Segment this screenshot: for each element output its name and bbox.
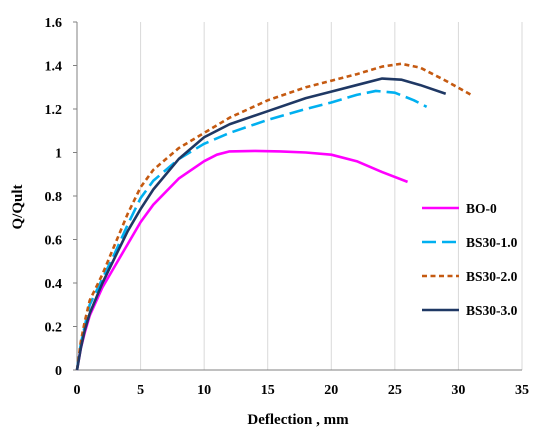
y-tick-label: 0.6 bbox=[45, 234, 63, 249]
x-tick-label: 20 bbox=[324, 383, 338, 398]
series-lines bbox=[75, 62, 472, 371]
x-tick-label: 5 bbox=[137, 383, 144, 398]
legend-label: BS30-3.0 bbox=[466, 303, 518, 318]
x-tick-label: 10 bbox=[197, 383, 211, 398]
y-tick-labels: 0 0.2 0.4 0.6 0.8 1 1.2 1.4 1.6 bbox=[45, 16, 63, 379]
y-tick-label: 0.2 bbox=[45, 321, 63, 336]
y-tick-label: 0.8 bbox=[45, 190, 63, 205]
y-tick-label: 1.4 bbox=[45, 60, 63, 75]
x-tick-label: 35 bbox=[515, 383, 529, 398]
series-line-bs30-3-0 bbox=[75, 77, 447, 371]
axes bbox=[73, 21, 522, 371]
legend: BO-0 BS30-1.0 BS30-2.0 BS30-3.0 bbox=[422, 201, 518, 318]
y-tick-label: 1 bbox=[55, 147, 62, 162]
y-tick-label: 1.2 bbox=[45, 103, 63, 118]
x-tick-label: 30 bbox=[451, 383, 465, 398]
y-tick-label: 0 bbox=[55, 364, 62, 379]
legend-label: BS30-1.0 bbox=[466, 235, 518, 250]
y-tick-label: 0.4 bbox=[45, 277, 63, 292]
legend-label: BS30-2.0 bbox=[466, 269, 518, 284]
x-axis-label: Deflection , mm bbox=[247, 412, 349, 428]
series-line-bs30-2-0 bbox=[75, 62, 472, 371]
y-tick-label: 1.6 bbox=[45, 16, 63, 31]
x-tick-labels: 0 5 10 15 20 25 30 35 bbox=[74, 383, 530, 398]
legend-label: BO-0 bbox=[466, 201, 497, 216]
y-axis-label: Q/Qult bbox=[10, 184, 26, 229]
x-tick-label: 25 bbox=[388, 383, 402, 398]
x-tick-label: 0 bbox=[74, 383, 81, 398]
series-line-bs30-1-0 bbox=[75, 89, 428, 371]
x-tick-label: 15 bbox=[261, 383, 275, 398]
